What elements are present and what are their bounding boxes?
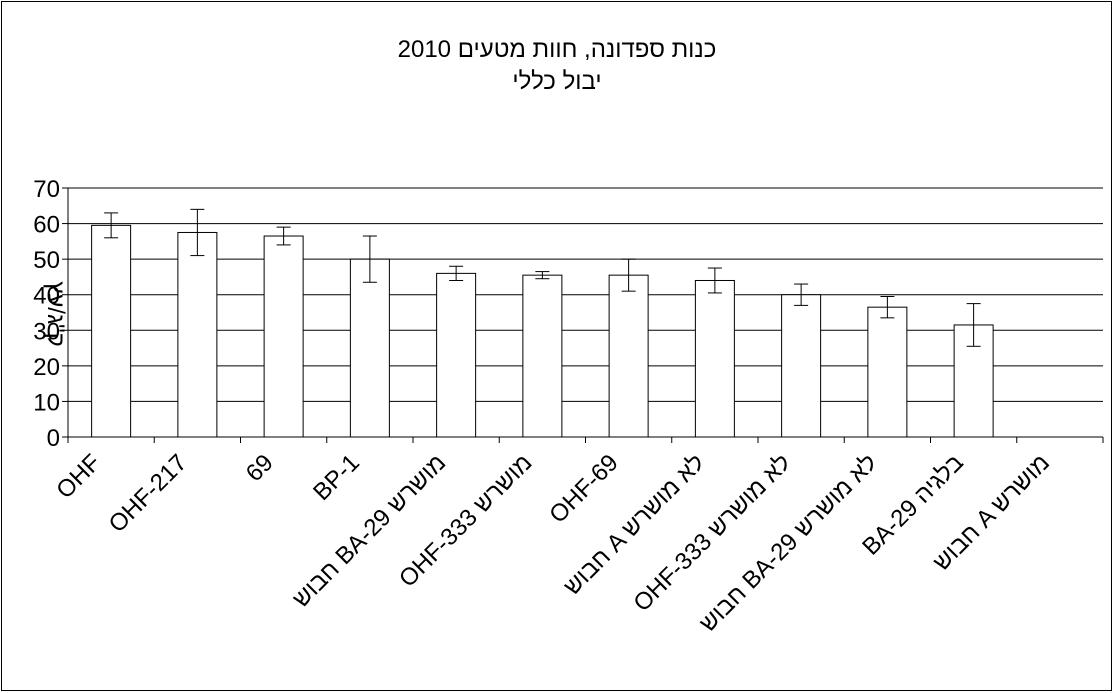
chart-title: כנות ספדונה, חוות מטעים 2010 [398,36,717,63]
x-tick-label: OHF-69 [544,449,623,528]
bar [263,235,304,438]
y-tick-label: 70 [33,176,60,203]
x-tick-label: 69 [241,449,279,487]
bar [349,258,390,438]
bar [177,231,218,438]
y-tick-label: 0 [47,425,60,452]
bar [436,272,477,438]
bar [522,274,563,438]
bars [91,224,994,438]
chart-subtitle: יבול כללי [512,68,601,95]
bar [867,306,908,438]
x-tick-label: חבוש BA-29 מושרש [288,449,452,613]
y-tick-label: 30 [33,318,60,345]
x-tick-label: חבוש BA-29 לא מושרש [694,449,882,637]
y-tick-label: 10 [33,389,60,416]
y-axis-label: ק"ג/עץ [42,281,69,347]
x-tick-label: BP-1 [308,449,365,506]
y-tick-labels: 0 10 20 30 40 50 60 70 [33,176,60,452]
y-tick-label: 40 [33,283,60,310]
bar [608,274,649,438]
x-tick-label: OHF-333 לא מושרש [628,449,796,617]
y-tick-label: 60 [33,212,60,239]
bar [694,279,735,438]
y-tick-label: 20 [33,354,60,381]
axes [62,187,1104,443]
gridlines [68,187,1103,402]
x-tick-label: OHF-217 [104,449,193,538]
x-tick-label: OHF [51,449,106,504]
bar [91,224,132,438]
y-tick-label: 50 [33,247,60,274]
bar [781,294,822,438]
error-bars [104,208,981,347]
